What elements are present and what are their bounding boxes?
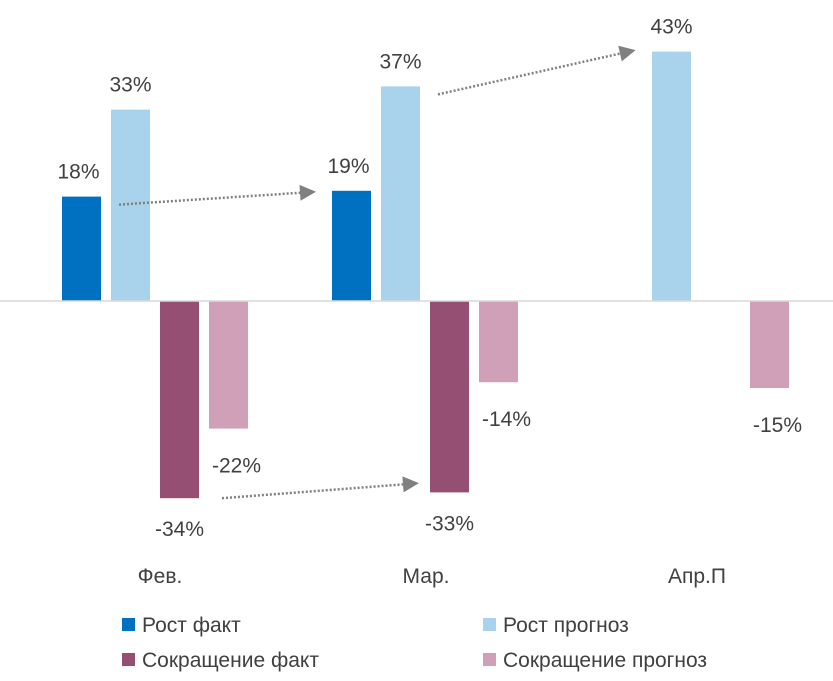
category-label-3: Апр.П [668, 565, 726, 588]
legend-swatch-3 [122, 653, 135, 666]
data-label-4-1: -22% [212, 455, 261, 478]
category-labels: Фев. Мар. Апр.П [138, 565, 726, 588]
bars-layer [62, 51, 789, 499]
legend-label-3: Сокращение факт [142, 649, 319, 672]
data-labels-layer: 18% 19% 33% 37% 43% -34% -33% -22% -14% -15% [57, 16, 802, 542]
trend-arrow-line-3 [221, 483, 404, 500]
data-label-3-1: -34% [155, 518, 204, 541]
legend-label-1: Рост факт [142, 614, 241, 637]
arrows-layer [118, 45, 636, 500]
bar-4-1 [209, 301, 248, 429]
bar-2-1 [111, 109, 150, 301]
legend-swatch-4 [483, 653, 496, 666]
legend: Рост факт Рост прогноз Сокращение факт Сокр… [122, 614, 707, 672]
data-label-4-3: -15% [753, 414, 802, 437]
trend-arrow-head-3 [402, 476, 419, 493]
bar-4-3 [750, 301, 789, 388]
data-label-1-2: 19% [327, 155, 369, 178]
data-label-3-2: -33% [425, 512, 474, 535]
trend-arrow-1 [118, 184, 316, 206]
bar-1-1 [62, 196, 101, 301]
bar-4-2 [479, 301, 518, 383]
bar-2-3 [652, 51, 691, 301]
data-label-4-2: -14% [482, 408, 531, 431]
trend-arrow-2 [437, 45, 636, 96]
legend-item-4: Сокращение прогноз [483, 649, 707, 672]
data-label-2-3: 43% [650, 16, 692, 39]
legend-item-3: Сокращение факт [122, 649, 319, 672]
trend-arrow-head-2 [618, 45, 636, 62]
data-label-1-1: 18% [57, 161, 99, 184]
legend-swatch-2 [483, 618, 496, 631]
category-label-2: Мар. [403, 565, 450, 588]
legend-label-2: Рост прогноз [503, 614, 629, 637]
legend-swatch-1 [122, 618, 135, 631]
bar-1-2 [332, 190, 371, 301]
trend-arrow-line-2 [437, 52, 621, 96]
data-label-2-2: 37% [379, 50, 421, 73]
bar-2-2 [381, 86, 420, 302]
legend-item-1: Рост факт [122, 614, 241, 637]
legend-label-4: Сокращение прогноз [503, 649, 707, 672]
bar-3-2 [430, 301, 469, 493]
trend-arrow-head-1 [299, 184, 316, 201]
legend-item-2: Рост прогноз [483, 614, 629, 637]
trend-arrow-3 [221, 476, 419, 500]
bar-3-1 [160, 301, 199, 499]
category-label-1: Фев. [138, 565, 183, 588]
data-label-2-1: 33% [109, 74, 151, 97]
